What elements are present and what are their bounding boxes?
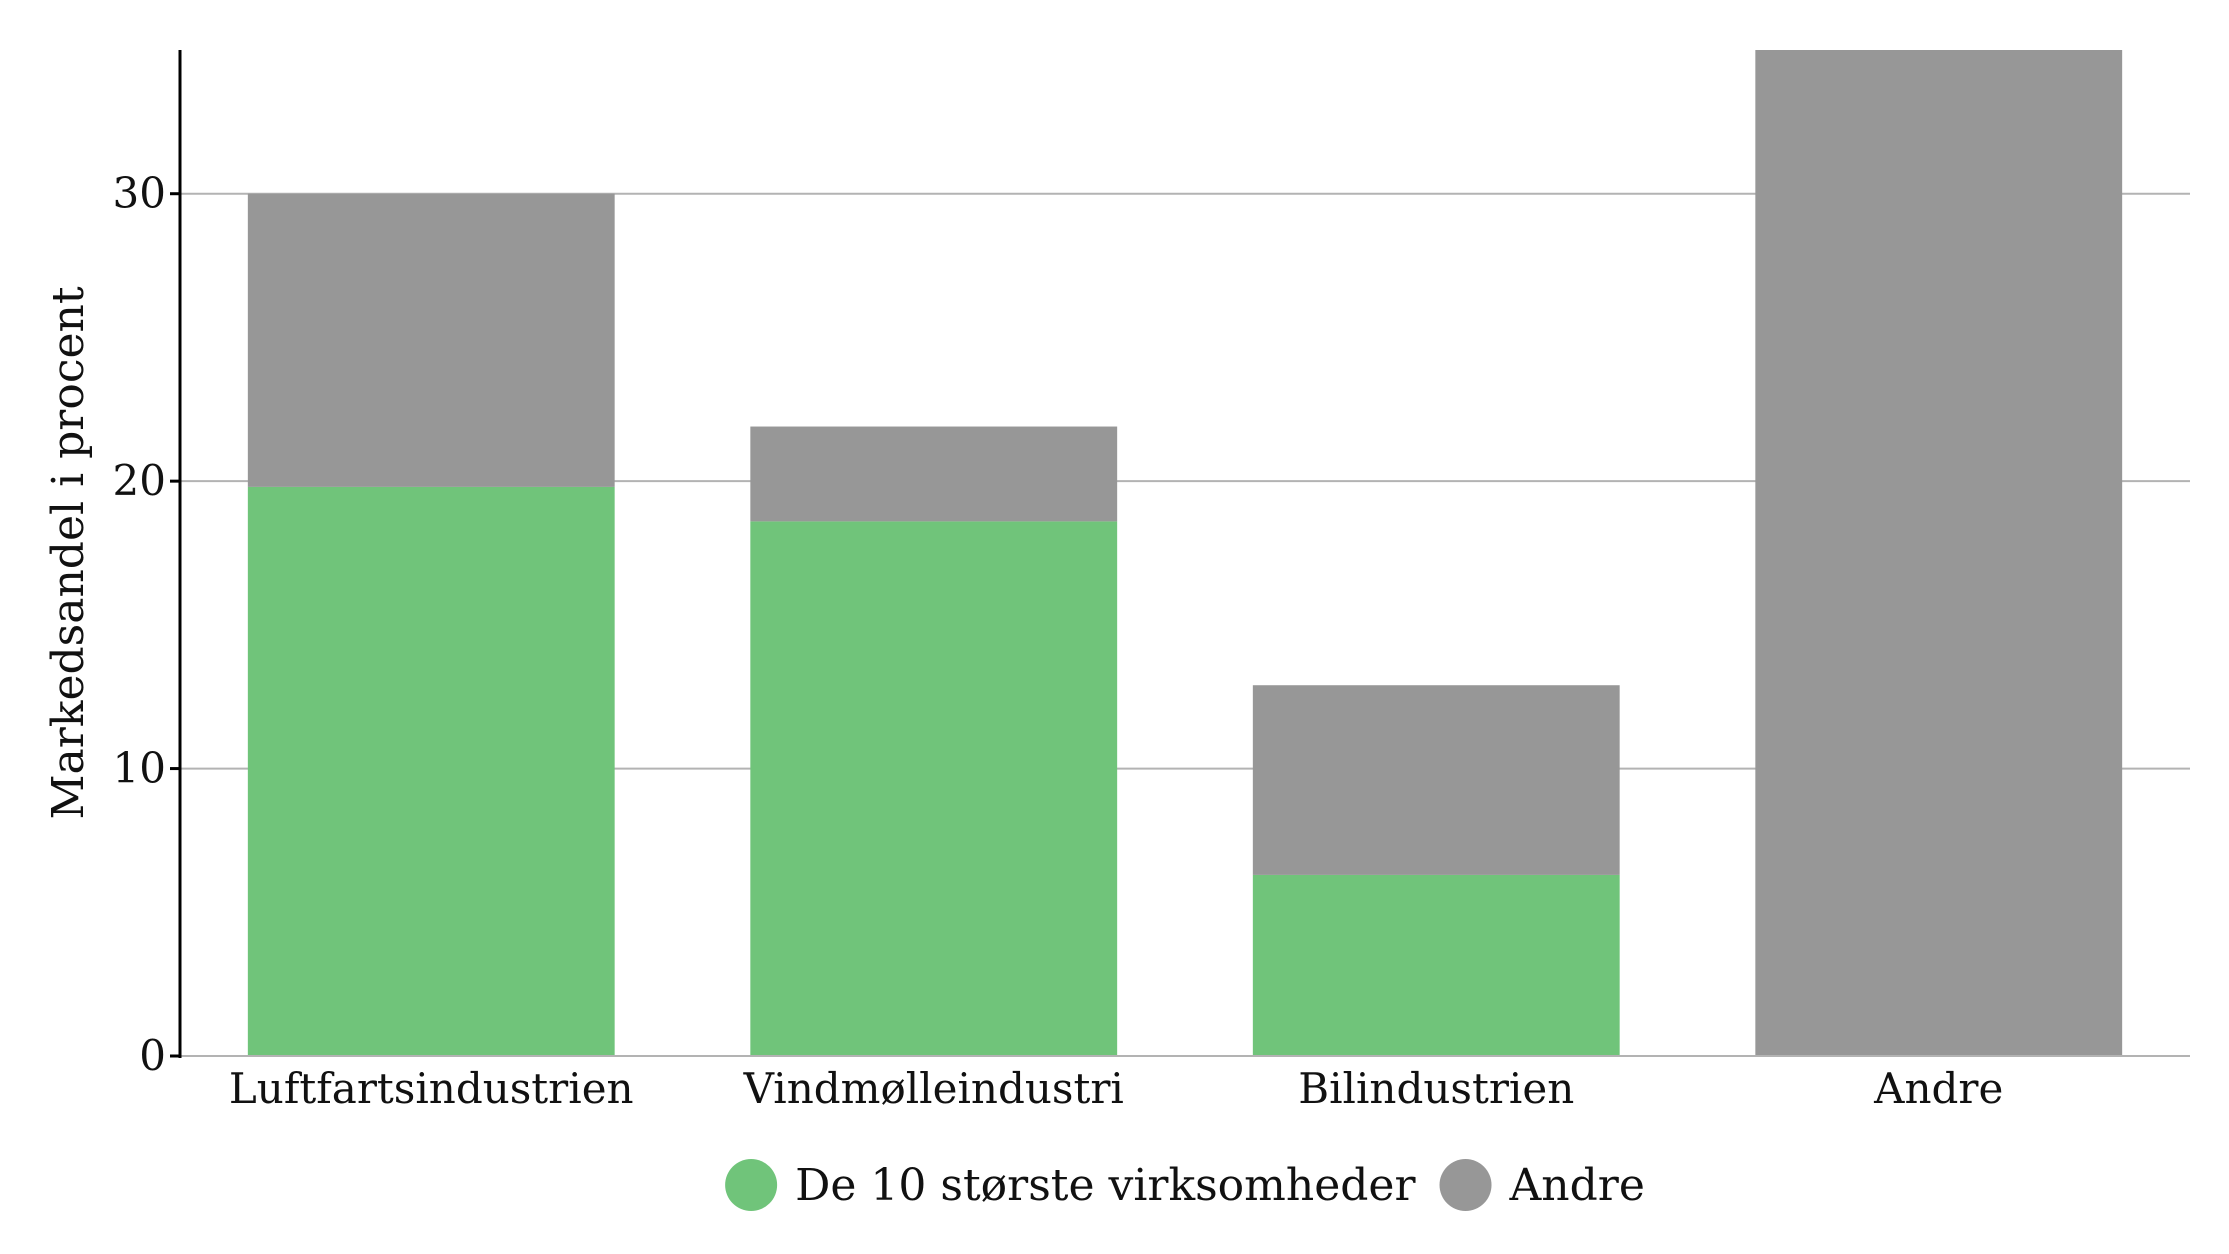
y-tick-label: 0 (139, 1031, 166, 1080)
bars (247, 50, 2123, 1056)
legend: De 10 største virksomheder Andre (725, 1159, 1645, 1211)
y-tick-label: 20 (113, 456, 166, 505)
bar-segment-andre (1252, 685, 1620, 875)
y-tick-label: 30 (113, 169, 166, 218)
legend-item: Andre (1439, 1159, 1645, 1211)
x-tick-label: Luftfartsindustrien (229, 1064, 634, 1113)
x-tick-label: Bilindustrien (1298, 1064, 1574, 1113)
axes (170, 50, 2190, 1058)
bar-segment-andre (247, 193, 615, 487)
legend-label: De 10 største virksomheder (795, 1160, 1416, 1211)
y-tick-label: 10 (113, 744, 166, 793)
bar-segment-top10 (247, 486, 615, 1056)
legend-swatch (725, 1159, 778, 1211)
bar-segment-top10 (750, 521, 1118, 1056)
y-axis-title: Markedsandel i procent (43, 286, 94, 819)
x-tick-label: Andre (1873, 1064, 2003, 1113)
legend-item: De 10 største virksomheder (725, 1159, 1416, 1211)
bar-segment-andre (750, 426, 1118, 522)
legend-label: Andre (1509, 1160, 1645, 1211)
tick-labels: 0 10 20 30 Luftfartsindustrien Vindmølleindus… (113, 169, 2004, 1113)
legend-swatch (1439, 1159, 1492, 1211)
bar-segment-andre (1755, 50, 2123, 1056)
bar-segment-top10 (1252, 874, 1620, 1056)
x-tick-label: Vindmølleindustri (743, 1064, 1124, 1113)
